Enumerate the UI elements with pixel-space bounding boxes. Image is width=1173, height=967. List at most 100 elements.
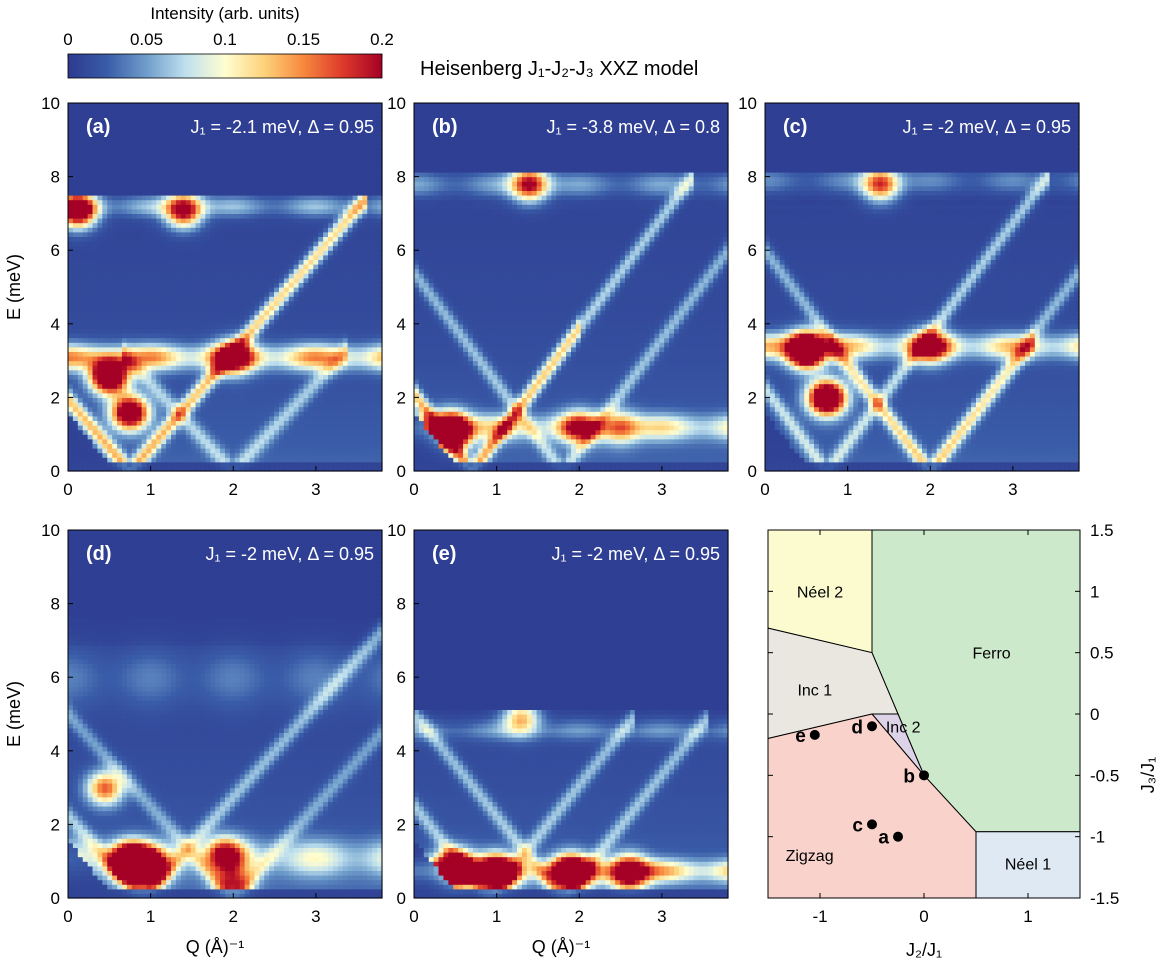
heatmap-cell	[87, 342, 94, 348]
heatmap-cell	[161, 420, 167, 426]
heatmap-cell	[136, 328, 143, 334]
heatmap-cell	[234, 305, 241, 311]
heatmap-cell	[72, 273, 79, 279]
heatmap-cell	[215, 130, 221, 136]
heatmap-cell	[210, 351, 216, 357]
heatmap-cell	[107, 365, 113, 371]
heatmap-cell	[249, 346, 256, 352]
heatmap-cell	[337, 245, 344, 251]
heatmap-cell	[82, 236, 89, 242]
heatmap-cell	[166, 351, 172, 357]
heatmap-cell	[121, 392, 128, 398]
heatmap-cell	[229, 388, 236, 394]
heatmap-cell	[298, 374, 305, 380]
heatmap-cell	[367, 305, 373, 311]
heatmap-cell	[357, 103, 363, 109]
heatmap-cell	[161, 337, 167, 343]
heatmap-cell	[274, 130, 280, 136]
heatmap-cell	[190, 374, 197, 380]
heatmap-cell	[278, 392, 285, 398]
heatmap-cell	[131, 227, 138, 233]
heatmap-cell	[107, 172, 113, 178]
heatmap-cell	[352, 448, 359, 454]
heatmap-cell	[308, 190, 314, 196]
heatmap-cell	[195, 245, 202, 251]
heatmap-cell	[337, 172, 344, 178]
heatmap-cell	[87, 443, 94, 449]
heatmap-cell	[82, 172, 89, 178]
heatmap-cell	[225, 277, 231, 283]
heatmap-cell	[313, 388, 319, 394]
heatmap-cell	[121, 172, 128, 178]
heatmap-cell	[323, 259, 329, 265]
heatmap-cell	[225, 259, 231, 265]
heatmap-cell	[332, 158, 339, 164]
heatmap-cell	[283, 369, 290, 375]
heatmap-cell	[151, 268, 157, 274]
heatmap-cell	[185, 116, 192, 122]
heatmap-cell	[234, 369, 241, 375]
heatmap-cell	[357, 282, 363, 288]
heatmap-cell	[328, 213, 334, 219]
heatmap-cell	[259, 305, 265, 311]
heatmap-cell	[171, 268, 177, 274]
heatmap-cell	[205, 268, 211, 274]
heatmap-cell	[166, 245, 172, 251]
heatmap-cell	[342, 420, 349, 426]
heatmap-cell	[200, 342, 206, 348]
heatmap-cell	[136, 139, 143, 145]
heatmap-cell	[362, 296, 368, 302]
heatmap-cell	[215, 434, 221, 440]
heatmap-cell	[210, 415, 216, 421]
heatmap-cell	[318, 360, 324, 366]
heatmap-cell	[220, 319, 226, 325]
heatmap-cell	[367, 103, 373, 109]
heatmap-cell	[328, 296, 334, 302]
heatmap-cell	[278, 333, 285, 339]
heatmap-cell	[357, 466, 363, 472]
heatmap-cell	[234, 379, 241, 385]
heatmap-cell	[288, 245, 295, 251]
heatmap-cell	[68, 195, 74, 201]
heatmap-cell	[72, 259, 79, 265]
heatmap-cell	[77, 126, 84, 132]
heatmap-cell	[156, 420, 162, 426]
heatmap-cell	[244, 282, 251, 288]
heatmap-cell	[72, 135, 79, 141]
heatmap-cell	[171, 121, 177, 127]
heatmap-cell	[161, 250, 167, 256]
heatmap-cell	[185, 144, 192, 150]
heatmap-cell	[107, 310, 113, 316]
heatmap-cell	[136, 360, 143, 366]
heatmap-cell	[342, 452, 349, 458]
heatmap-cell	[220, 213, 226, 219]
heatmap-cell	[337, 139, 344, 145]
heatmap-cell	[283, 181, 290, 187]
heatmap-cell	[82, 139, 89, 145]
heatmap-cell	[283, 185, 290, 191]
heatmap-cell	[190, 264, 197, 270]
heatmap-cell	[293, 245, 300, 251]
heatmap-cell	[318, 167, 324, 173]
heatmap-cell	[362, 360, 368, 366]
heatmap-cell	[259, 296, 265, 302]
heatmap-cell	[264, 107, 270, 113]
heatmap-cell	[362, 139, 368, 145]
heatmap-cell	[313, 268, 319, 274]
heatmap-cell	[264, 103, 270, 109]
heatmap-cell	[249, 360, 256, 366]
heatmap-cell	[362, 176, 368, 182]
heatmap-cell	[259, 333, 265, 339]
heatmap-cell	[318, 107, 324, 113]
heatmap-cell	[151, 356, 157, 362]
heatmap-cell	[166, 199, 172, 205]
heatmap-cell	[249, 144, 256, 150]
heatmap-cell	[131, 190, 138, 196]
heatmap-cell	[112, 392, 118, 398]
heatmap-cell	[367, 429, 373, 435]
heatmap-cell	[357, 181, 363, 187]
heatmap-cell	[269, 415, 275, 421]
heatmap-cell	[185, 222, 192, 228]
heatmap-cell	[87, 268, 94, 274]
heatmap-cell	[82, 438, 89, 444]
